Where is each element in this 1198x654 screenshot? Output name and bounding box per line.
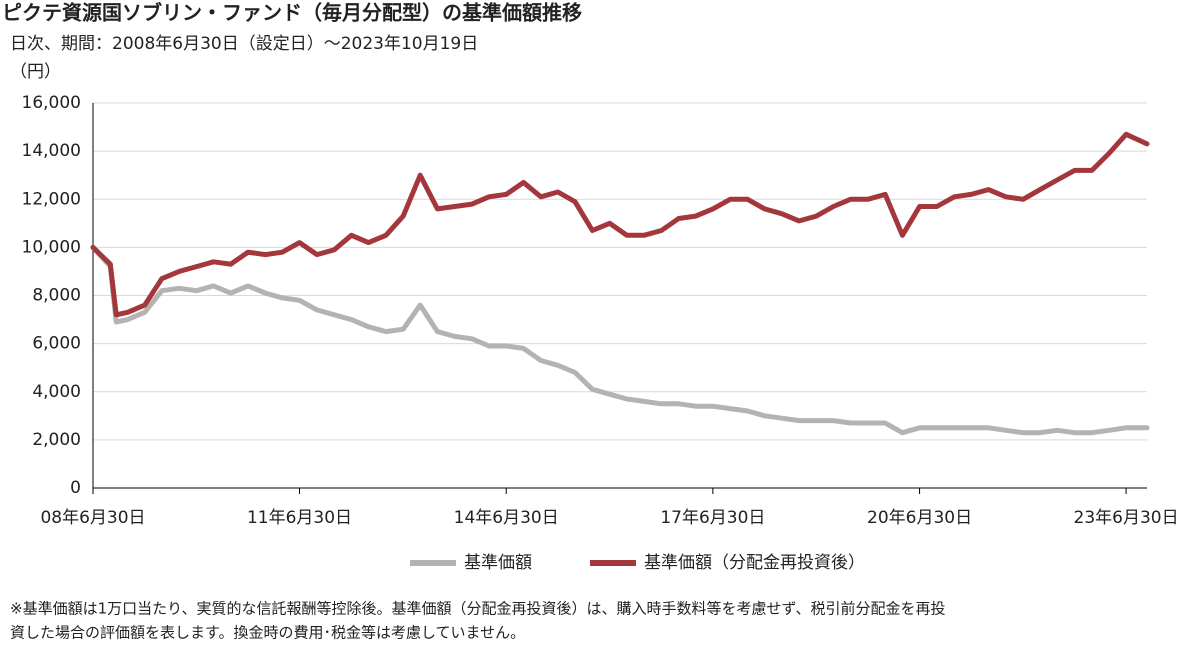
- y-axis-label: （円）: [10, 62, 61, 82]
- series-line: [90, 131, 1150, 318]
- y-tick-label: 4,000: [32, 382, 81, 402]
- footnote: ※基準価額は1万口当たり、実質的な信託報酬等控除後。基準価額（分配金再投資後）は…: [10, 600, 945, 618]
- y-tick-label: 6,000: [32, 334, 81, 354]
- legend-label: 基準価額（分配金再投資後）: [644, 553, 865, 573]
- y-tick-label: 2,000: [32, 430, 81, 450]
- chart-title: ピクテ資源国ソブリン・ファンド（毎月分配型）の基準価額推移: [2, 1, 582, 25]
- y-tick-label: 0: [70, 478, 81, 498]
- x-tick-label: 17年6月30日: [660, 508, 765, 528]
- y-tick-label: 14,000: [22, 141, 81, 161]
- x-tick-label: 14年6月30日: [454, 508, 559, 528]
- series-line: [90, 244, 1150, 436]
- legend-label: 基準価額: [464, 553, 532, 573]
- x-tick-label: 11年6月30日: [247, 508, 352, 528]
- x-tick-label: 08年6月30日: [40, 508, 145, 528]
- chart-subtitle: 日次、期間：2008年6月30日（設定日）～2023年10月19日: [10, 34, 478, 54]
- y-tick-label: 16,000: [22, 93, 81, 113]
- x-tick-label: 20年6月30日: [867, 508, 972, 528]
- y-tick-label: 10,000: [22, 237, 81, 257]
- footnote: 資した場合の評価額を表します。換金時の費用･税金等は考慮していません。: [10, 624, 525, 642]
- y-tick-label: 8,000: [32, 286, 81, 306]
- y-tick-label: 12,000: [22, 189, 81, 209]
- x-tick-label: 23年6月30日: [1074, 508, 1179, 528]
